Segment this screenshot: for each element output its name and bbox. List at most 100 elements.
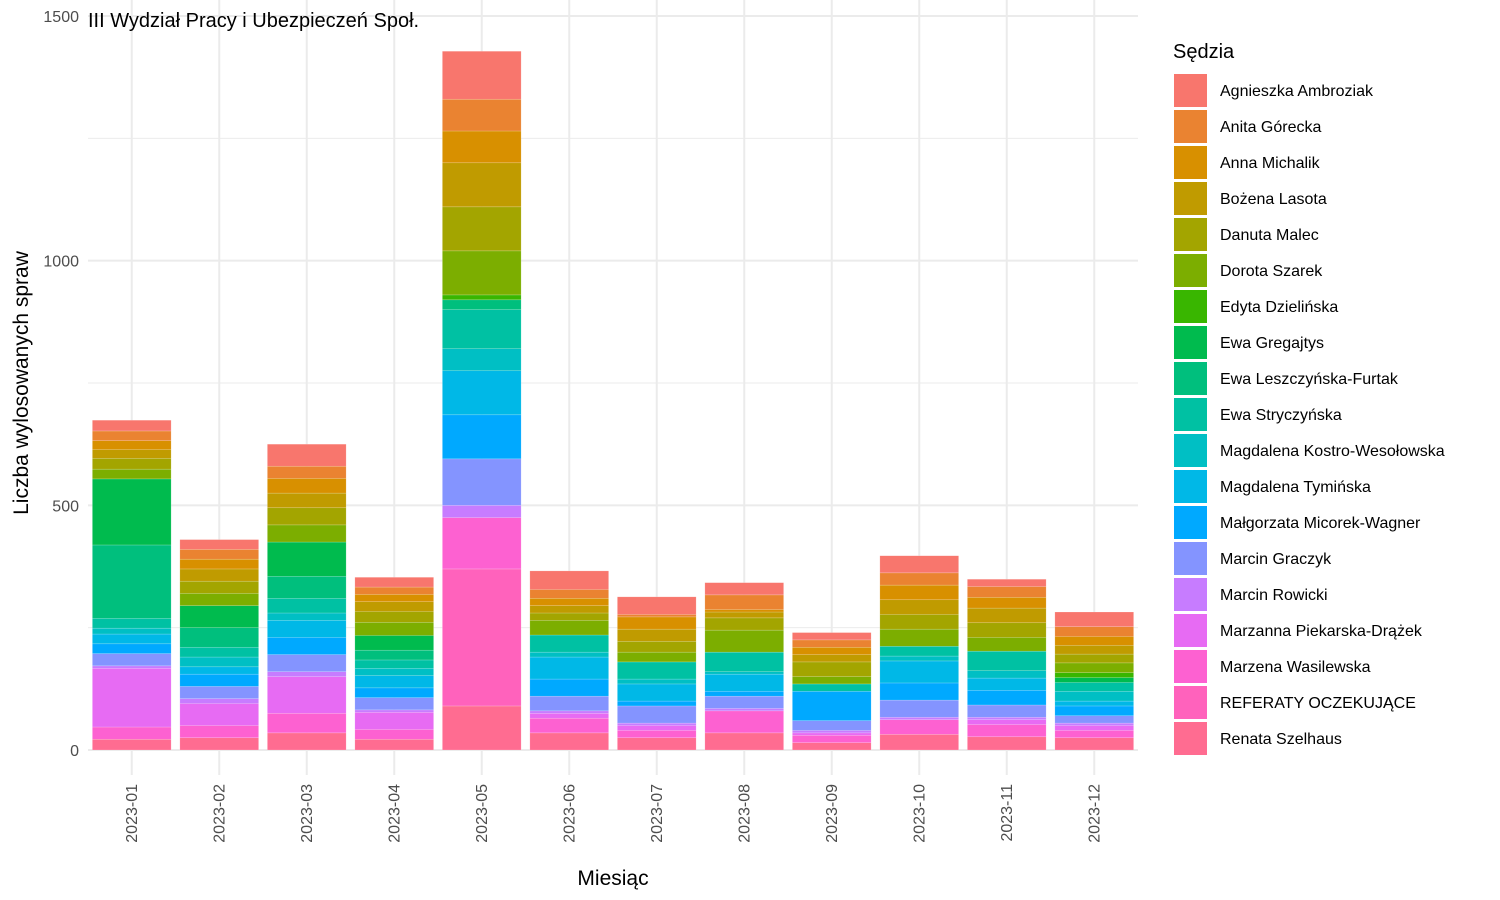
bar-segment: [354, 577, 434, 588]
bar-segment: [967, 724, 1047, 738]
bar-segment: [617, 730, 697, 739]
bar-segment: [442, 162, 522, 208]
legend-title: Sędzia: [1173, 41, 1235, 63]
bar-segment: [617, 705, 697, 724]
bar-segment: [704, 617, 784, 631]
bar-segment: [354, 729, 434, 740]
bar-segment: [354, 659, 434, 669]
bar-segment: [267, 654, 347, 672]
bar-segment: [879, 655, 959, 662]
bar-segment: [179, 666, 259, 675]
bar-segment: [267, 598, 347, 614]
bar-segment: [92, 738, 172, 751]
legend-swatch: [1174, 362, 1207, 395]
bar-segment: [967, 622, 1047, 638]
bar-segment: [879, 572, 959, 586]
bar-segment: [792, 632, 872, 641]
bar-segment: [1054, 722, 1134, 726]
bar-segment: [704, 673, 784, 692]
bar-segment: [792, 732, 872, 736]
bar-segment: [267, 671, 347, 677]
bar-segment: [354, 687, 434, 698]
bar-segment: [617, 641, 697, 653]
x-tick-labels: 2023-01 2023-02 2023-03 2023-04 2023-05 2023-…: [124, 784, 1104, 843]
bars: [92, 50, 1134, 751]
bar-segment: [792, 735, 872, 743]
bar-segment: [92, 468, 172, 480]
legend-swatch: [1174, 254, 1207, 287]
bar-segment: [967, 719, 1047, 725]
bar-segment: [354, 635, 434, 651]
bar-segment: [179, 725, 259, 739]
legend-label: Ewa Stryczyńska: [1220, 407, 1342, 424]
legend-swatch: [1174, 470, 1207, 503]
bar-segment: [967, 637, 1047, 652]
bar-segment: [1054, 725, 1134, 731]
legend-swatch: [1174, 218, 1207, 251]
x-tick-label: 2023-04: [386, 784, 403, 843]
x-tick-label: 2023-07: [649, 784, 666, 843]
bar-segment: [442, 98, 522, 132]
bar-segment: [267, 612, 347, 621]
x-axis-title: Miesiąc: [577, 867, 648, 890]
legend-swatch: [1174, 74, 1207, 107]
bar-segment: [617, 737, 697, 751]
bar-segment: [179, 558, 259, 570]
bar-segment: [1054, 653, 1134, 664]
bar-segment: [354, 697, 434, 711]
legend-swatch: [1174, 614, 1207, 647]
bar-segment: [967, 716, 1047, 720]
x-tick-label: 2023-02: [211, 784, 228, 843]
bar-segment: [617, 722, 697, 726]
y-tick-labels: 0 500 1000 1500: [43, 9, 79, 760]
bar-segment: [92, 544, 172, 619]
bar-segment: [442, 299, 522, 310]
bar-segment: [529, 678, 609, 697]
bar-segment: [1054, 691, 1134, 702]
bar-segment: [967, 677, 1047, 691]
bar-segment: [179, 656, 259, 668]
bar-segment: [792, 676, 872, 685]
bar-segment: [879, 555, 959, 574]
bar-segment: [442, 517, 522, 570]
bar-segment: [1054, 636, 1134, 646]
bar-segment: [704, 708, 784, 712]
bar-segment: [442, 458, 522, 506]
bar-segment: [879, 646, 959, 657]
bar-segment: [92, 627, 172, 635]
bar-segment: [704, 710, 784, 734]
bar-segment: [704, 609, 784, 613]
bar-segment: [529, 620, 609, 636]
bar-segment: [442, 294, 522, 301]
bar-segment: [967, 704, 1047, 718]
bar-segment: [1054, 626, 1134, 637]
bar-segment: [354, 738, 434, 751]
bar-segment: [179, 698, 259, 704]
bar-segment: [179, 580, 259, 594]
bar-segment: [879, 599, 959, 615]
bar-segment: [92, 643, 172, 654]
bar-segment: [879, 614, 959, 630]
bar-segment: [879, 628, 959, 647]
bar-segment: [442, 568, 522, 707]
bar-segment: [92, 430, 172, 441]
legend-swatch: [1174, 722, 1207, 755]
bar-segment: [442, 705, 522, 751]
y-tick-label: 500: [52, 498, 79, 515]
bar-segment: [267, 620, 347, 638]
bar-segment: [792, 730, 872, 734]
bar-segment: [967, 586, 1047, 598]
bar-segment: [529, 717, 609, 734]
bar-segment: [967, 650, 1047, 671]
bar-segment: [267, 492, 347, 509]
bar-segment: [442, 50, 522, 100]
bar-segment: [267, 713, 347, 734]
bar-segment: [529, 634, 609, 653]
bar-segment: [704, 582, 784, 596]
bar-segment: [442, 250, 522, 296]
bar-segment: [442, 309, 522, 349]
bar-segment: [179, 686, 259, 699]
legend-label: Dorota Szarek: [1220, 263, 1323, 280]
